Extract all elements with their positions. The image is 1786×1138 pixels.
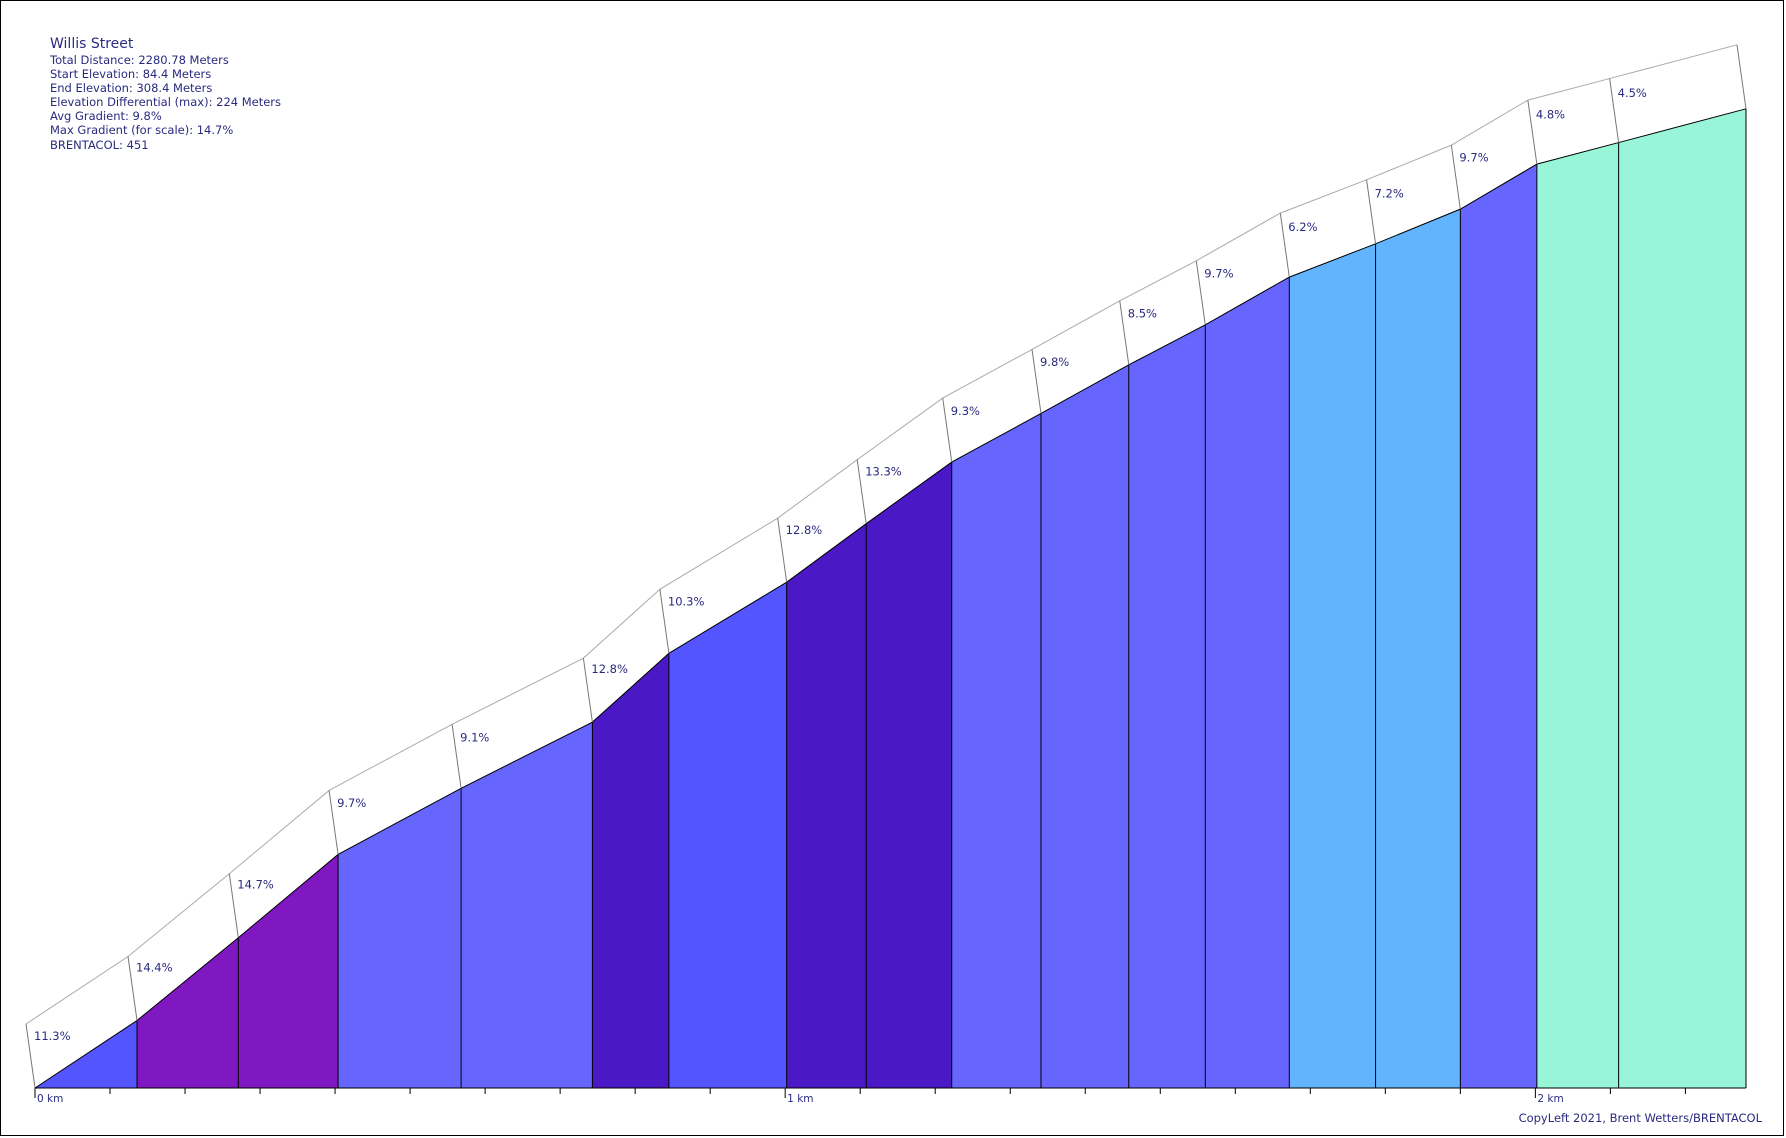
stat-elevation-differential: Elevation Differential (max): 224 Meters bbox=[50, 95, 282, 110]
segment-area bbox=[668, 582, 787, 1088]
gradient-label: 9.7% bbox=[337, 796, 366, 810]
gradient-label: 12.8% bbox=[786, 523, 823, 537]
segment-area bbox=[951, 413, 1041, 1088]
gradient-label: 11.3% bbox=[34, 1029, 71, 1043]
stat-avg-gradient: Avg Gradient: 9.8% bbox=[50, 109, 162, 124]
label-band-divider bbox=[328, 790, 339, 855]
gradient-label: 9.3% bbox=[951, 404, 980, 418]
gradient-label: 4.8% bbox=[1536, 108, 1565, 122]
label-band-divider bbox=[1279, 213, 1290, 278]
segment-area bbox=[1618, 108, 1746, 1089]
stat-start-elevation: Start Elevation: 84.4 Meters bbox=[50, 67, 212, 82]
segment-area bbox=[238, 854, 339, 1088]
label-band-divider bbox=[582, 658, 593, 723]
segment-fills bbox=[35, 108, 1746, 1089]
label-band-divider bbox=[942, 397, 953, 463]
gradient-label: 14.7% bbox=[237, 878, 274, 892]
copyright-note: CopyLeft 2021, Brent Wetters/BRENTACOL bbox=[1518, 1111, 1762, 1125]
chart-title: Willis Street bbox=[50, 36, 134, 52]
segment-area bbox=[1460, 164, 1537, 1088]
segment-area bbox=[1375, 209, 1461, 1088]
x-axis: 0 km 1 km 2 km bbox=[34, 1087, 1746, 1105]
gradient-label: 7.2% bbox=[1375, 186, 1404, 200]
label-band-divider bbox=[1609, 78, 1620, 143]
gradient-label: 9.1% bbox=[460, 730, 489, 744]
label-band-divider bbox=[1450, 145, 1461, 210]
stat-max-gradient: Max Gradient (for scale): 14.7% bbox=[50, 123, 234, 138]
segment-area bbox=[461, 722, 593, 1088]
gradient-label: 12.8% bbox=[591, 662, 628, 676]
label-band-divider bbox=[25, 1023, 36, 1089]
stat-total-distance: Total Distance: 2280.78 Meters bbox=[50, 53, 229, 67]
segment-area bbox=[1289, 243, 1376, 1089]
label-band-divider bbox=[777, 518, 788, 583]
label-band-divider bbox=[228, 873, 239, 938]
segment-area bbox=[1128, 324, 1206, 1088]
label-band-divider bbox=[127, 956, 138, 1021]
gradient-label: 14.4% bbox=[136, 961, 173, 975]
label-band-divider bbox=[1031, 349, 1042, 414]
label-band-divider bbox=[659, 589, 670, 654]
segment-area bbox=[866, 462, 952, 1088]
label-band-divider bbox=[1195, 260, 1206, 325]
segment-area bbox=[592, 653, 669, 1088]
segment-area bbox=[1536, 142, 1619, 1089]
label-band-divider bbox=[856, 459, 867, 524]
label-band-divider bbox=[451, 724, 462, 789]
x-axis-tick-label: 2 km bbox=[1537, 1093, 1563, 1105]
gradient-label: 9.7% bbox=[1204, 266, 1233, 280]
route-stats: Total Distance: 2280.78 Meters Start Ele… bbox=[50, 53, 281, 152]
stat-brentacol: BRENTACOL: 451 bbox=[50, 137, 149, 152]
x-axis-tick-label: 1 km bbox=[787, 1093, 813, 1105]
label-band-divider bbox=[1527, 100, 1538, 165]
stat-end-elevation: End Elevation: 308.4 Meters bbox=[50, 81, 213, 96]
gradient-label: 13.3% bbox=[865, 464, 902, 478]
x-axis-tick-label: 0 km bbox=[37, 1093, 63, 1105]
label-band-divider bbox=[1366, 179, 1377, 244]
label-band-divider bbox=[1119, 300, 1130, 365]
gradient-label: 10.3% bbox=[668, 595, 705, 609]
gradient-label: 9.7% bbox=[1459, 151, 1488, 165]
gradient-label: 8.5% bbox=[1128, 307, 1157, 321]
segment-area bbox=[137, 937, 239, 1088]
gradient-label: 6.2% bbox=[1288, 220, 1317, 234]
label-band-divider bbox=[1736, 44, 1747, 109]
segment-area bbox=[1040, 364, 1129, 1089]
segment-area bbox=[786, 523, 867, 1088]
segment-area bbox=[338, 788, 462, 1088]
segment-area bbox=[1205, 277, 1290, 1089]
gradient-label: 9.8% bbox=[1040, 355, 1069, 369]
gradient-label: 4.5% bbox=[1618, 86, 1647, 100]
gradient-label-band: 11.3% 14.4% 14.7% 9.7% 9.1% 12.8% 10.3% 12.8% 13… bbox=[25, 44, 1747, 1089]
